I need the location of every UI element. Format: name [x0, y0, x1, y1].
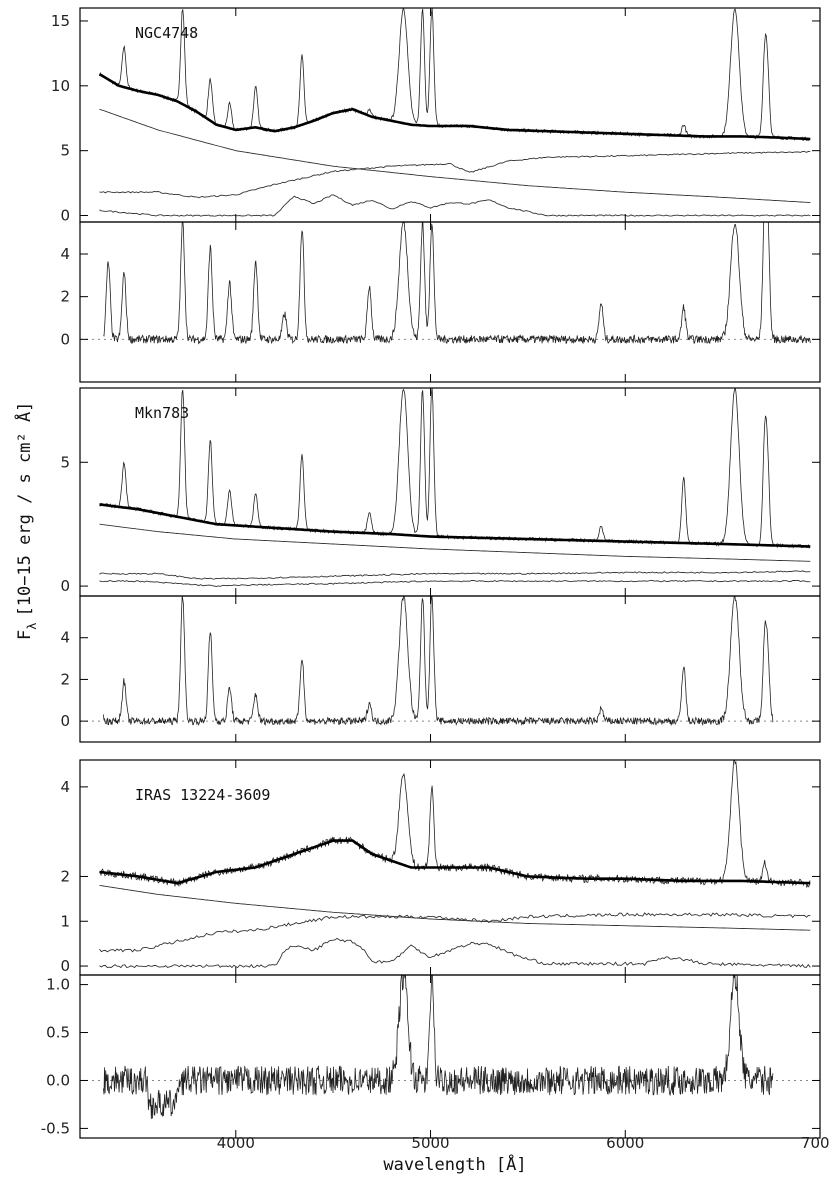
y-tick-label: 1 — [60, 912, 70, 930]
panel-frame — [79, 595, 821, 743]
y-tick-label: 2 — [60, 670, 70, 688]
y-tick-label: -0.5 — [41, 1119, 70, 1137]
x-axis-title: wavelength [Å] — [383, 1153, 526, 1175]
fit-continuum — [98, 73, 811, 141]
x-tick-label: 7000 — [801, 1134, 830, 1152]
fit-continuum — [99, 503, 811, 548]
component-stellar — [99, 150, 811, 199]
component-stellar — [99, 570, 811, 580]
component-fe-ii — [99, 937, 811, 969]
panel-plot-area — [98, 8, 811, 217]
panel-frame — [79, 974, 821, 1139]
object-label: Mkn783 — [135, 404, 189, 422]
panel-3: 0 2 4 — [60, 595, 821, 743]
panel-5: -0.5 0.0 0.5 1.0 — [41, 974, 821, 1139]
component-fe-ii — [99, 579, 811, 588]
object-label: IRAS 13224-3609 — [135, 786, 270, 804]
panel-plot-area — [99, 760, 811, 969]
fit-continuum — [99, 839, 811, 885]
y-tick-label: 0 — [60, 712, 70, 730]
y-tick-label: 2 — [60, 288, 70, 306]
panel-frame — [79, 221, 821, 383]
y-tick-label: 1.0 — [46, 976, 70, 994]
component-stellar — [99, 912, 811, 953]
y-axis-title: Fλ [10−15 erg / s cm² Å] — [13, 402, 39, 640]
y-tick-label: 0.0 — [46, 1071, 70, 1089]
y-tick-label: 10 — [51, 77, 70, 95]
svg-text:Fλ[10−15 erg / s cm² Å]: Fλ [10−15 erg / s cm² Å] — [13, 402, 39, 640]
y-tick-label: 0.5 — [46, 1024, 70, 1042]
y-tick-label: 0 — [60, 577, 70, 595]
observed-spectrum — [99, 8, 811, 142]
x-tick-labels: 4000 5000 6000 7000 — [217, 1134, 830, 1152]
y-tick-label: 5 — [60, 142, 70, 160]
panel-0: 0 5 10 15 NGC4748 — [51, 7, 821, 225]
y-tick-label: 0 — [60, 330, 70, 348]
y-tick-label: 4 — [60, 778, 70, 796]
panel-4: 0 1 2 4 IRAS 13224-3609 — [60, 759, 821, 976]
y-tick-label: 2 — [60, 867, 70, 885]
y-tick-label: 0 — [60, 957, 70, 975]
panel-plot-area — [80, 222, 820, 345]
residual-spectrum — [103, 596, 774, 727]
panel-frame — [79, 387, 821, 597]
panel-2: 0 5 Mkn783 — [60, 387, 821, 597]
component-power-law — [99, 523, 811, 562]
observed-spectrum — [99, 388, 811, 549]
residual-spectrum — [103, 222, 811, 345]
y-tick-label: 4 — [60, 245, 70, 263]
panel-plot-area — [99, 388, 811, 588]
panel-plot-area — [80, 596, 820, 727]
x-tick-label: 5000 — [411, 1134, 449, 1152]
y-tick-label: 4 — [60, 629, 70, 647]
y-tick-label: 0 — [60, 207, 70, 225]
panel-1: 0 2 4 — [60, 221, 821, 383]
panel-plot-area — [80, 975, 820, 1120]
residual-spectrum — [103, 975, 774, 1120]
x-tick-label: 6000 — [606, 1134, 644, 1152]
panels-group: 0 5 10 15 NGC4748 0 2 4 0 5 Mkn783 0 2 4 0 1 2 4 IRAS 1322… — [41, 7, 821, 1139]
y-axis-title-lambda: λ — [25, 623, 39, 630]
y-axis-title-units: [10−15 erg / s cm² Å] — [13, 402, 35, 617]
y-tick-label: 5 — [60, 453, 70, 471]
x-tick-label: 4000 — [217, 1134, 255, 1152]
y-tick-label: 15 — [51, 12, 70, 30]
y-axis-title-f: F — [15, 630, 35, 640]
component-fe-ii — [99, 194, 811, 217]
component-power-law — [99, 108, 811, 203]
object-label: NGC4748 — [135, 24, 198, 42]
component-power-law — [99, 884, 811, 931]
